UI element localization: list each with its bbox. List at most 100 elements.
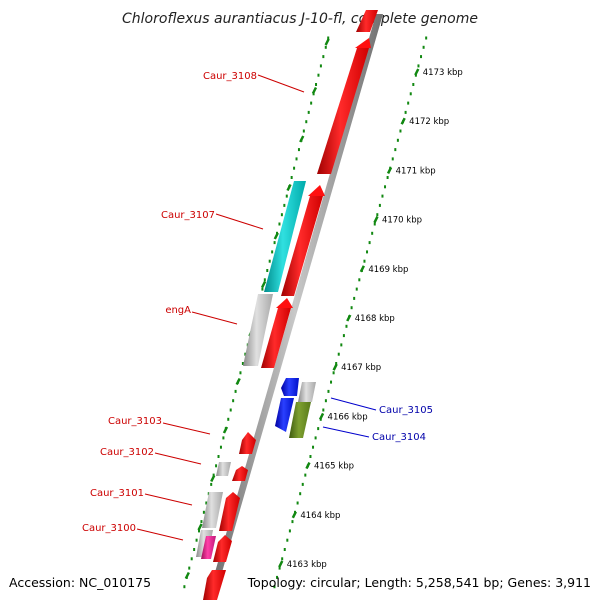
scale-dot <box>381 194 384 198</box>
gene-arrowhead[interactable] <box>308 185 325 196</box>
scale-dot <box>407 101 410 105</box>
gene-feature-caur3102[interactable] <box>232 466 248 481</box>
scale-major-tick <box>291 511 297 519</box>
gene-feature[interactable] <box>356 10 378 32</box>
scale-dot <box>276 575 279 579</box>
gene-feature-caur3100[interactable] <box>201 536 216 559</box>
gene-arrowhead[interactable] <box>355 38 371 48</box>
label-caur3107[interactable]: Caur_3107 <box>161 210 215 221</box>
accession-text: Accession: NC_010175 <box>9 575 151 590</box>
track-dot <box>241 362 244 365</box>
track-major-tick <box>260 280 267 289</box>
gene-feature[interactable] <box>261 308 291 368</box>
gene-feature-caur3105-arrow[interactable] <box>281 378 299 396</box>
gene-feature-caur3101-grey[interactable] <box>202 492 223 528</box>
track-dot <box>232 399 235 403</box>
scale-dot <box>345 324 348 328</box>
track-dot <box>215 464 218 468</box>
gene-feature[interactable] <box>317 48 369 174</box>
track-dot <box>317 73 320 77</box>
scale-dot <box>335 362 338 365</box>
scale-dot <box>399 129 402 133</box>
label-caur3100[interactable]: Caur_3100 <box>82 523 136 534</box>
scale-dot <box>291 520 294 524</box>
scale-major-tick <box>346 314 352 322</box>
scale-dot <box>299 492 302 496</box>
track-dot <box>202 510 205 514</box>
track-dot <box>327 36 330 40</box>
scale-dot <box>373 222 376 226</box>
track-dot <box>297 148 300 152</box>
track-dot <box>280 213 283 217</box>
gene-feature-caur3101[interactable] <box>219 492 240 531</box>
label-enga[interactable]: engA <box>165 305 191 316</box>
scale-label: 4170 kbp <box>382 216 422 226</box>
track-dot <box>229 408 232 412</box>
scale-major-tick <box>318 412 325 420</box>
scale-dot <box>281 557 284 561</box>
track-dot <box>183 585 186 589</box>
label-caur3104[interactable]: Caur_3104 <box>372 432 426 443</box>
label-caur3102[interactable]: Caur_3102 <box>100 447 154 458</box>
gene-feature-caur3105-grey[interactable] <box>298 382 316 402</box>
gene-feature[interactable] <box>281 196 323 296</box>
track-dot <box>302 129 305 133</box>
scale-label: 4166 kbp <box>328 412 368 422</box>
scale-dot <box>417 64 420 68</box>
scale-dot <box>420 55 423 59</box>
track-major-tick <box>235 377 241 386</box>
scale-label: 4169 kbp <box>368 265 408 275</box>
gene-feature-red-low[interactable] <box>213 535 232 562</box>
track-major-tick <box>324 38 330 46</box>
label-caur3108[interactable]: Caur_3108 <box>203 71 257 82</box>
scale-dot <box>278 566 281 570</box>
track-dot <box>266 269 269 272</box>
scale-dot <box>409 92 412 96</box>
track-major-tick <box>210 474 216 483</box>
scale-dot <box>312 445 315 449</box>
genome-summary-text: Topology: circular; Length: 5,258,541 bp… <box>247 575 591 590</box>
track-dot <box>283 203 286 207</box>
scale-dot <box>358 278 361 282</box>
gene-arrowhead[interactable] <box>276 298 293 308</box>
scale-dot <box>396 138 399 142</box>
label-caur3101[interactable]: Caur_3101 <box>90 488 144 499</box>
label-caur3103[interactable]: Caur_3103 <box>108 416 162 427</box>
gene-feature-caur3102-grey[interactable] <box>216 462 231 476</box>
scale-label: 4173 kbp <box>423 68 463 78</box>
scale-dot <box>296 501 299 505</box>
track-dot <box>222 436 225 440</box>
scale-major-tick <box>332 363 338 371</box>
track-dot <box>190 557 193 561</box>
track-major-tick <box>286 183 292 192</box>
gene-feature-caur3104[interactable] <box>289 402 311 438</box>
track-dot <box>295 157 298 161</box>
gene-feature-blue[interactable] <box>275 398 294 432</box>
scale-dot <box>301 482 304 486</box>
scale-dot <box>337 352 340 356</box>
track-dot <box>200 520 203 524</box>
gene-feature-enga[interactable] <box>243 294 273 366</box>
gene-feature-caur3103[interactable] <box>239 432 256 454</box>
scale-label: 4168 kbp <box>355 314 395 324</box>
gene-feature-red-bottom[interactable] <box>203 570 226 600</box>
track-dot <box>263 278 266 282</box>
track-dot <box>227 417 230 421</box>
scale-major-tick <box>386 166 393 174</box>
label-caur3105[interactable]: Caur_3105 <box>379 405 433 416</box>
scale-major-tick <box>278 560 284 568</box>
track-dot <box>278 222 281 226</box>
rna-feature-caur3107[interactable] <box>264 181 306 292</box>
scale-dot <box>350 306 353 310</box>
track-dot <box>290 176 293 179</box>
track-major-tick <box>197 523 203 531</box>
track-dot <box>188 566 191 570</box>
scale-dot <box>376 213 379 217</box>
scale-dot <box>412 83 415 86</box>
scale-label: 4171 kbp <box>396 166 436 176</box>
scale-dot <box>371 231 374 235</box>
scale-dot <box>330 380 333 384</box>
scale-dot <box>317 427 320 431</box>
track-dot <box>273 241 276 245</box>
